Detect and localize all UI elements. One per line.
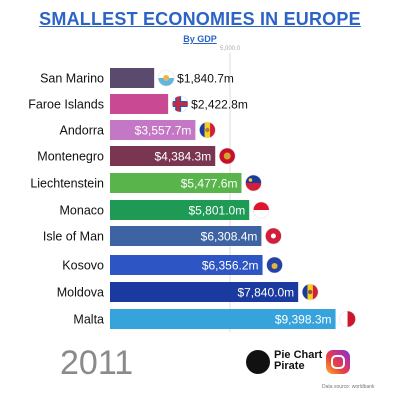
category-label: Andorra — [60, 124, 105, 138]
liechtenstein-flag — [245, 174, 262, 192]
bar — [110, 309, 336, 329]
year-label: 2011 — [60, 344, 134, 382]
pirate-icon — [246, 350, 270, 374]
brand-name: Pie Chart Pirate — [274, 349, 323, 372]
value-label: $3,557.7m — [135, 124, 192, 138]
value-label: $6,308.4m — [201, 230, 258, 244]
andorra-flag — [199, 121, 216, 139]
faroe-islands-flag — [171, 95, 189, 113]
isle-of-man-flag — [265, 227, 282, 245]
category-label: Faroe Islands — [28, 98, 104, 112]
value-label: $1,840.7m — [177, 72, 234, 86]
bar — [110, 282, 299, 302]
category-label: Malta — [73, 313, 104, 327]
category-label: Kosovo — [62, 259, 104, 273]
category-label: San Marino — [40, 72, 104, 86]
montenegro-flag — [218, 147, 236, 165]
malta-flag — [339, 310, 356, 328]
bar — [110, 94, 169, 114]
brand-logo: Pie Chart Pirate — [246, 348, 352, 378]
value-label: $2,422.8m — [191, 98, 248, 112]
category-label: Moldova — [57, 286, 104, 300]
chart-title: SMALLEST ECONOMIES IN EUROPE — [39, 9, 361, 29]
value-label: $9,398.3m — [275, 313, 332, 327]
bar — [110, 68, 155, 88]
value-label: $5,801.0m — [189, 204, 246, 218]
data-source: Data source: worldbank — [322, 384, 375, 390]
bar — [110, 146, 216, 166]
category-label: Monaco — [60, 204, 105, 218]
bar — [110, 200, 250, 220]
bar — [110, 255, 263, 275]
bar — [110, 120, 196, 140]
moldova-flag — [301, 283, 319, 301]
kosovo-flag — [266, 256, 283, 274]
bar — [110, 226, 262, 246]
category-label: Montenegro — [37, 150, 104, 164]
value-label: $4,384.3m — [155, 150, 212, 164]
san-marino-flag — [157, 69, 175, 87]
value-label: $5,477.6m — [181, 177, 238, 191]
value-label: $6,356.2m — [202, 259, 259, 273]
tick-label: 5,000.0 — [220, 46, 241, 52]
chart-subtitle: By GDP — [183, 34, 217, 44]
value-label: $7,840.0m — [237, 286, 294, 300]
category-label: Liechtenstein — [30, 177, 104, 191]
monaco-flag — [252, 201, 270, 219]
bar — [110, 173, 242, 193]
category-label: Isle of Man — [43, 230, 104, 244]
instagram-icon[interactable] — [326, 350, 350, 374]
